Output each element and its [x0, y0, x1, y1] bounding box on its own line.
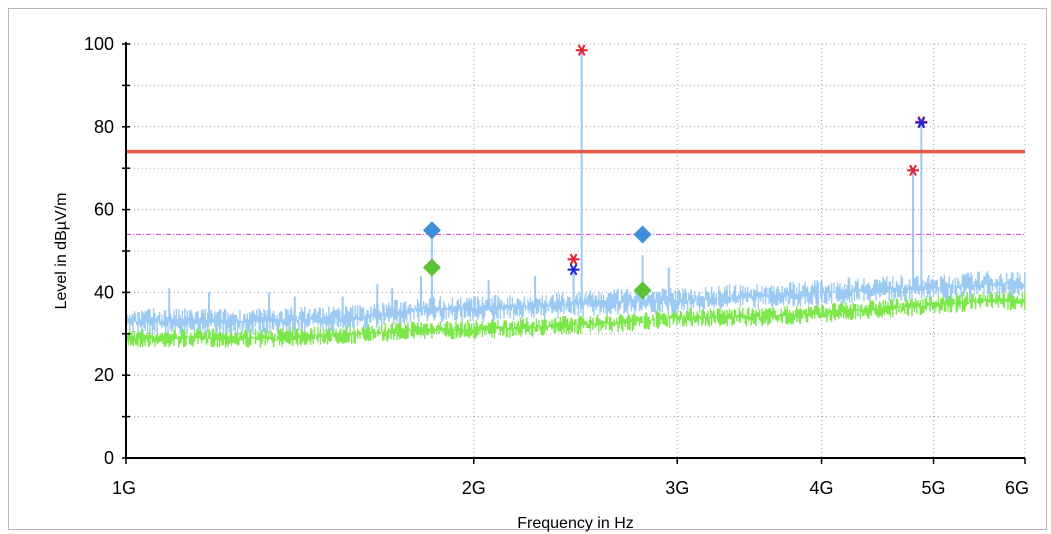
x-tick-label: 3G [665, 478, 689, 498]
y-tick-label: 40 [94, 282, 114, 302]
grid [126, 43, 1026, 458]
x-tick-label: 5G [922, 478, 946, 498]
average-diamond-marker [422, 258, 441, 277]
average-asterisk-asterisk-marker [915, 116, 928, 129]
y-tick-label: 0 [104, 448, 114, 468]
x-tick-label: 4G [810, 478, 834, 498]
limit-lines [126, 149, 1025, 236]
x-axis-title: Frequency in Hz [517, 515, 634, 532]
markers [422, 44, 928, 300]
traces [125, 48, 1026, 348]
axes: 0 20 40 60 80 100 1G 2G 3G 4G 5G 6G [84, 34, 1029, 498]
y-tick-label: 60 [94, 200, 114, 220]
x-tick-label: 2G [462, 478, 486, 498]
y-tick-label: 100 [84, 34, 114, 54]
peak-asterisk-marker [575, 44, 588, 56]
quasi-peak-diamond-marker [633, 225, 652, 244]
peak-asterisk-marker [567, 253, 580, 265]
y-axis-title: Level in dBµV/m [53, 193, 70, 310]
y-tick-label: 20 [94, 365, 114, 385]
chart-frame [8, 8, 1047, 530]
peak-asterisk-marker [907, 164, 920, 176]
average-diamond-marker [633, 281, 652, 300]
y-tick-label: 80 [94, 117, 114, 137]
quasi-peak-diamond-marker [422, 221, 441, 240]
x-tick-label: 1G [112, 478, 136, 498]
average-asterisk-asterisk-marker [567, 263, 580, 276]
x-tick-label: 6G [1005, 478, 1029, 498]
